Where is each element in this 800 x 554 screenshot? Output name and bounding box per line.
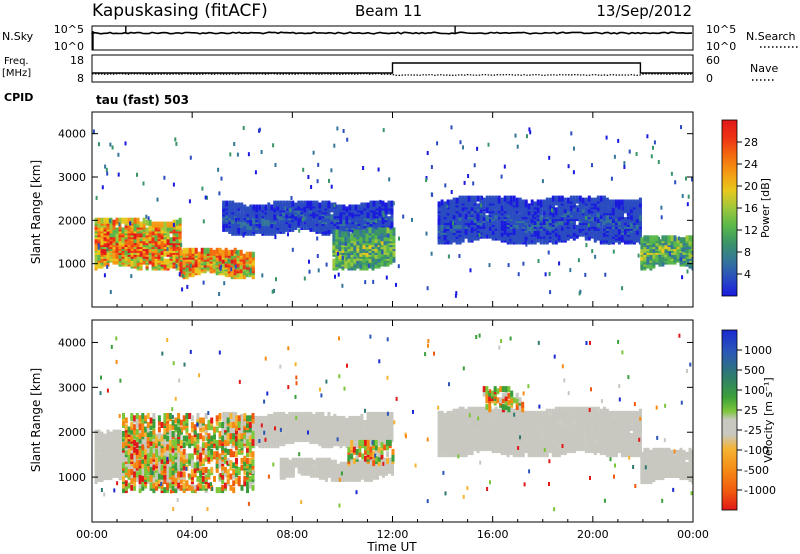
- y-tick-label: 4000: [58, 336, 86, 349]
- time-tick-label: 16:00: [477, 528, 509, 541]
- freq-tick-bottom: 8: [77, 72, 84, 85]
- colorbar-tick-label: 8: [744, 246, 751, 259]
- station-title: Kapuskasing (fitACF): [92, 1, 268, 21]
- y-tick-label: 2000: [58, 214, 86, 227]
- nsky-tick-top: 10^5: [54, 23, 84, 36]
- colorbar-tick-label: 12: [744, 224, 758, 237]
- y-tick-label: 3000: [58, 171, 86, 184]
- nsearch-label: N.Search: [746, 30, 796, 43]
- freq-label: Freq.: [4, 56, 29, 67]
- nave-tick-top: 60: [706, 54, 720, 67]
- y-tick-label: 2000: [58, 426, 86, 439]
- nave-tick-bottom: 0: [706, 72, 713, 85]
- date-label: 13/Sep/2012: [596, 2, 692, 20]
- velocity-colorbar: 1000 500 100 25 -25 -100 -500 -1000 Velocity [m…: [721, 329, 776, 511]
- cpid-value: tau (fast) 503: [96, 93, 189, 107]
- colorbar-tick-label: 25: [744, 404, 758, 417]
- colorbar-tick-label: 1000: [744, 344, 772, 357]
- power-colorbar-label: Power [dB]: [759, 178, 772, 238]
- colorbar-tick-label: 100: [744, 384, 765, 397]
- power-panel: 1000 2000 3000 4000 Slant Range [km]: [29, 111, 694, 308]
- y-tick-label: 1000: [58, 471, 86, 484]
- time-tick-label: 00:00: [677, 528, 709, 541]
- time-tick-label: 08:00: [276, 528, 308, 541]
- y-tick-label: 1000: [58, 258, 86, 271]
- cpid-label: CPID: [4, 91, 33, 104]
- colorbar-tick-label: 4: [744, 268, 751, 281]
- time-axis-label: Time UT: [366, 540, 417, 554]
- time-tick-label: 12:00: [377, 528, 409, 541]
- time-tick-label: 04:00: [176, 528, 208, 541]
- time-tick-label: 20:00: [577, 528, 609, 541]
- freq-unit-label: [MHz]: [2, 68, 31, 79]
- y-tick-label: 4000: [58, 128, 86, 141]
- colorbar-tick-label: -100: [744, 444, 769, 457]
- colorbar-tick-label: -25: [744, 424, 762, 437]
- velocity-ylabel: Slant Range [km]: [29, 368, 43, 472]
- power-ylabel: Slant Range [km]: [29, 160, 43, 264]
- time-tick-label: 00:00: [76, 528, 108, 541]
- y-tick-label: 3000: [58, 381, 86, 394]
- nsearch-tick-bottom: 10^0: [706, 40, 736, 53]
- colorbar-tick-label: 28: [744, 136, 758, 149]
- power-colorbar: 4 8 12 16 20 24 28 Power [dB]: [721, 119, 772, 297]
- velocity-colorbar-label: Velocity [m s⁻¹]: [762, 377, 775, 462]
- colorbar-tick-label: -1000: [744, 484, 776, 497]
- colorbar-tick-label: 500: [744, 364, 765, 377]
- freq-strip: Freq. [MHz] 18 8 60 0 Nave: [2, 54, 778, 85]
- colorbar-tick-label: 24: [744, 158, 758, 171]
- velocity-panel: 1000 2000 3000 4000 Slant Range [km]: [29, 319, 694, 523]
- freq-tick-top: 18: [70, 54, 84, 67]
- colorbar-tick-label: -500: [744, 464, 769, 477]
- beam-label: Beam 11: [355, 2, 422, 20]
- nsky-strip: N.Sky 10^5 10^0 10^5 10^0 N.Search: [2, 23, 798, 53]
- nsearch-tick-top: 10^5: [706, 23, 736, 36]
- nsky-label: N.Sky: [2, 30, 34, 43]
- nave-label: Nave: [750, 62, 778, 75]
- nsky-tick-bottom: 10^0: [54, 40, 84, 53]
- colorbar-tick-label: 16: [744, 202, 758, 215]
- time-axis: 00:00 04:00 08:00 12:00 16:00 20:00 00:00: [76, 112, 709, 541]
- colorbar-tick-label: 20: [744, 180, 758, 193]
